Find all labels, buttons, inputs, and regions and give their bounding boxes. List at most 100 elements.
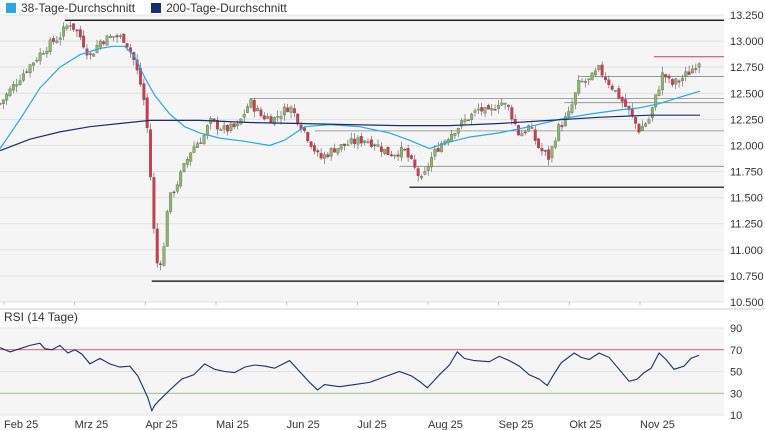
candle-up xyxy=(470,113,474,120)
candle-down xyxy=(309,141,313,147)
candle-down xyxy=(510,107,514,120)
candle-up xyxy=(68,25,72,27)
candle-up xyxy=(430,157,433,168)
rsi-tick-label: 90 xyxy=(730,323,742,335)
candle-down xyxy=(159,263,163,265)
candle-down xyxy=(617,88,621,99)
candle-up xyxy=(503,103,507,105)
candle-down xyxy=(149,129,152,178)
chart-legend: 38-Tage-Durchschnitt 200-Tage-Durchschni… xyxy=(6,1,303,15)
candle-up xyxy=(266,116,270,119)
candle-up xyxy=(195,143,199,148)
candle-down xyxy=(296,113,300,125)
price-tick-label: 12.000 xyxy=(730,140,764,152)
candle-up xyxy=(550,146,554,158)
candle-down xyxy=(319,152,323,159)
candle-up xyxy=(282,106,286,116)
date-tick-label: Mrz 25 xyxy=(75,419,109,430)
candle-down xyxy=(533,129,537,141)
price-axis-labels: 13.250 13.000 12.750 12.500 12.250 12.000 11.7… xyxy=(730,10,764,309)
price-tick-label: 11.750 xyxy=(730,167,763,179)
candle-up xyxy=(423,171,427,175)
candle-up xyxy=(38,52,42,61)
candle-down xyxy=(543,150,547,152)
candle-up xyxy=(640,126,644,131)
candle-up xyxy=(463,119,467,123)
price-tick-label: 11.500 xyxy=(730,193,763,205)
candle-down xyxy=(25,71,29,73)
price-tick-label: 12.250 xyxy=(730,114,764,126)
candle-down xyxy=(634,116,638,124)
candle-down xyxy=(600,64,604,76)
candle-up xyxy=(339,143,343,150)
candle-up xyxy=(108,36,112,38)
candle-up xyxy=(527,125,530,132)
candle-down xyxy=(416,168,420,176)
candle-up xyxy=(573,92,577,105)
candle-up xyxy=(189,152,193,162)
candle-down xyxy=(152,177,156,229)
candle-down xyxy=(269,116,273,123)
candle-down xyxy=(664,74,668,78)
candle-down xyxy=(687,71,691,75)
price-tick-label: 12.750 xyxy=(730,62,764,74)
candle-up xyxy=(657,89,661,96)
candle-up xyxy=(420,176,423,179)
candle-up xyxy=(460,120,464,127)
candle-up xyxy=(48,39,52,52)
candle-up xyxy=(453,133,457,136)
candle-up xyxy=(35,59,39,62)
sma200-line xyxy=(0,114,700,152)
candle-up xyxy=(660,72,664,91)
candle-down xyxy=(480,107,484,112)
candle-up xyxy=(426,165,430,171)
candle-down xyxy=(607,79,611,86)
candle-up xyxy=(5,93,9,101)
candle-up xyxy=(654,94,658,108)
candle-down xyxy=(172,191,176,194)
price-tick-label: 11.250 xyxy=(730,219,763,231)
candle-up xyxy=(62,26,66,37)
candle-down xyxy=(667,75,671,79)
candle-down xyxy=(75,29,79,32)
candle-up xyxy=(21,73,25,81)
candle-up xyxy=(179,171,183,187)
candle-down xyxy=(517,125,520,136)
candle-down xyxy=(694,68,698,70)
date-tick-label: Nov 25 xyxy=(640,419,675,430)
candle-up xyxy=(236,123,239,127)
candle-down xyxy=(306,132,310,142)
candle-up xyxy=(674,78,678,85)
date-tick-label: Apr 25 xyxy=(145,419,177,430)
candle-up xyxy=(553,140,557,148)
candle-up xyxy=(1,99,5,104)
candle-down xyxy=(583,81,587,83)
candle-up xyxy=(289,106,293,113)
candle-down xyxy=(403,148,407,151)
candle-down xyxy=(115,35,119,38)
candle-down xyxy=(155,228,159,264)
rsi-tick-label: 30 xyxy=(730,388,742,400)
date-tick-label: Jun 25 xyxy=(287,419,320,430)
candle-down xyxy=(52,38,55,42)
candle-up xyxy=(55,40,59,44)
candle-down xyxy=(379,146,383,152)
candle-up xyxy=(279,115,283,119)
candle-up xyxy=(500,102,504,106)
rsi-title: RSI (14 Tage) xyxy=(4,310,78,324)
price-tick-label: 12.500 xyxy=(730,88,764,100)
candle-down xyxy=(627,105,631,110)
candle-down xyxy=(386,146,390,155)
candle-up xyxy=(363,140,367,143)
rsi-tick-label: 50 xyxy=(730,367,742,379)
candle-up xyxy=(246,106,249,113)
legend-swatch-sma38 xyxy=(6,3,16,13)
candle-down xyxy=(547,149,551,160)
candle-down xyxy=(262,115,266,120)
candle-up xyxy=(383,148,387,154)
date-tick-label: Jul 25 xyxy=(357,419,386,430)
candle-up xyxy=(249,99,253,108)
candle-up xyxy=(346,144,350,146)
candle-down xyxy=(413,159,417,168)
